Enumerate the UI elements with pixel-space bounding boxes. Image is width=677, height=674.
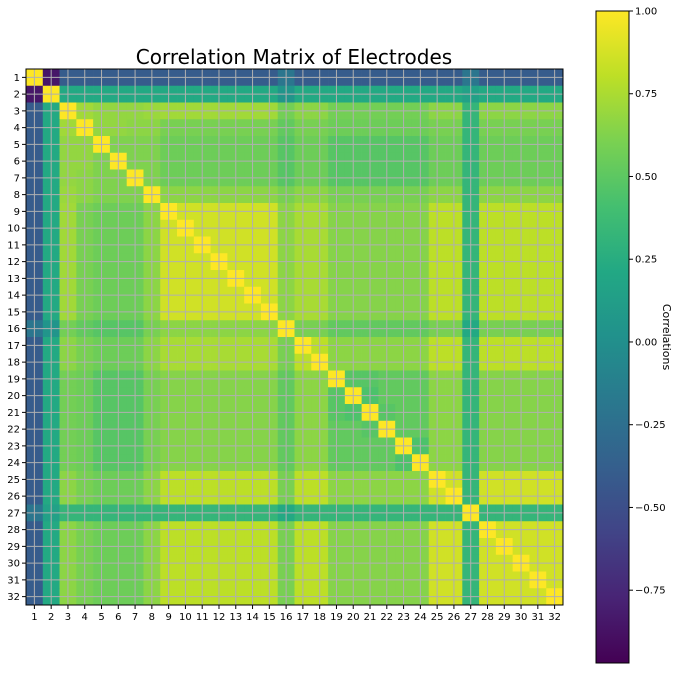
y-tick-label: 2 [14,90,20,101]
colorbar-tick-label: 1.00 [635,7,657,18]
colorbar-tick-label: −0.25 [635,420,666,431]
colorbar-tick-label: −0.50 [635,503,666,514]
plot-frame [25,68,564,606]
colorbar [595,10,630,664]
x-tick-label: 6 [115,612,121,623]
y-tick-label: 1 [14,73,20,84]
x-tick-label: 2 [48,612,54,623]
y-tick-label: 28 [7,525,20,536]
x-tick-label: 18 [313,612,326,623]
x-tick-label: 5 [98,612,104,623]
y-tick-label: 16 [7,324,20,335]
colorbar-tick-label: 0.00 [635,337,657,348]
x-tick-label: 17 [297,612,310,623]
x-tick-label: 7 [132,612,138,623]
y-tick-label: 22 [7,425,20,436]
y-tick-label: 23 [7,441,20,452]
x-tick-label: 8 [149,612,155,623]
y-tick-label: 10 [7,224,20,235]
x-tick-label: 15 [263,612,276,623]
x-tick-label: 3 [65,612,71,623]
x-tick-label: 32 [548,612,561,623]
colorbar-label: Correlations [660,304,673,371]
y-tick-label: 5 [14,140,20,151]
x-tick-label: 14 [246,612,259,623]
x-tick-label: 31 [531,612,544,623]
y-tick-label: 9 [14,207,20,218]
y-tick-label: 25 [7,475,20,486]
colorbar-tick-label: −0.75 [635,586,666,597]
y-tick-label: 11 [7,240,20,251]
x-tick-label: 30 [515,612,528,623]
colorbar-ticks: 1.00 0.75 0.50 0.25 0.00 −0.25 −0.50 −0.75 [629,7,666,597]
x-tick-label: 1 [31,612,37,623]
x-tick-label: 10 [179,612,192,623]
x-tick-label: 20 [347,612,360,623]
y-tick-label: 19 [7,374,20,385]
y-tick-label: 21 [7,408,20,419]
colorbar-tick-label: 0.75 [635,89,657,100]
y-tick-label: 13 [7,274,20,285]
x-tick-label: 28 [481,612,494,623]
x-tick-label: 21 [364,612,377,623]
y-tick-label: 30 [7,559,20,570]
x-tick-label: 11 [196,612,209,623]
x-tick-label: 4 [82,612,88,623]
y-tick-label: 17 [7,341,20,352]
y-tick-label: 8 [14,190,20,201]
heatmap-cells [26,69,564,606]
colorbar-tick-label: 0.50 [635,172,657,183]
x-tick-label: 29 [498,612,511,623]
x-tick-label: 23 [397,612,410,623]
x-tick-label: 25 [431,612,444,623]
x-tick-label: 24 [414,612,427,623]
y-tick-label: 14 [7,291,20,302]
y-tick-label: 3 [14,106,20,117]
y-tick-label: 32 [7,592,20,603]
x-tick-label: 27 [464,612,477,623]
x-tick-label: 16 [280,612,293,623]
y-axis-ticks: 1234567891011121314151617181920212223242… [7,73,26,603]
y-tick-label: 18 [7,358,20,369]
x-tick-label: 22 [380,612,393,623]
chart-title: Correlation Matrix of Electrodes [136,45,452,69]
heatmap-grid [26,69,563,605]
x-tick-label: 9 [165,612,171,623]
y-tick-label: 12 [7,257,20,268]
x-tick-label: 19 [330,612,343,623]
y-tick-label: 29 [7,542,20,553]
y-tick-label: 26 [7,492,20,503]
y-tick-label: 27 [7,508,20,519]
x-axis-ticks: 1 2 3 4 5 6 7 8 9 10 11 12 13 14 15 16 17 18 19 20 21 22 23 24 2… [31,605,561,623]
y-tick-label: 20 [7,391,20,402]
y-tick-label: 6 [14,157,20,168]
y-tick-label: 7 [14,173,20,184]
y-tick-label: 31 [7,575,20,586]
colorbar-tick-label: 0.25 [635,255,657,266]
y-tick-label: 4 [14,123,20,134]
x-tick-label: 12 [213,612,226,623]
y-tick-label: 15 [7,307,20,318]
y-tick-label: 24 [7,458,20,469]
x-tick-label: 13 [229,612,242,623]
x-tick-label: 26 [448,612,461,623]
